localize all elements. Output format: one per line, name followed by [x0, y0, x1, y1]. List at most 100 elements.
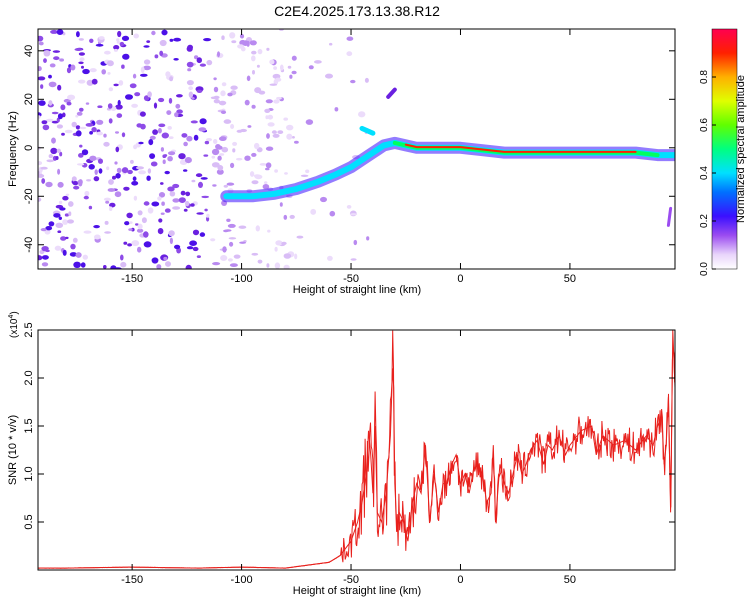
noise-blob	[206, 138, 212, 142]
colorbar-tick-label: 0.2	[699, 214, 710, 228]
noise-blob	[146, 40, 151, 43]
noise-blob	[69, 252, 77, 257]
noise-blob	[41, 178, 46, 184]
snr-y-multiplier: (x104)	[8, 311, 20, 338]
noise-blob	[103, 141, 110, 147]
noise-blob	[167, 156, 173, 162]
noise-blob	[62, 112, 66, 118]
noise-blob	[239, 33, 245, 39]
noise-blob	[164, 208, 171, 213]
noise-blob	[108, 87, 114, 92]
noise-blob	[85, 102, 90, 105]
spectrogram-x-tick-label: -100	[231, 273, 253, 285]
noise-blob	[265, 99, 273, 104]
noise-blob	[57, 113, 63, 120]
noise-blob	[230, 162, 235, 169]
noise-blob	[56, 124, 64, 129]
snr-y-tick-label: 2.0	[23, 370, 35, 385]
noise-blob	[131, 181, 139, 186]
spectrogram-x-tick-label: 50	[564, 273, 576, 285]
noise-blob	[196, 255, 201, 258]
noise-blob	[305, 119, 314, 125]
noise-blob	[240, 128, 247, 133]
noise-blob	[58, 200, 63, 204]
snr-y-axis-label: SNR (10 * v/v)	[7, 415, 19, 485]
noise-blob	[57, 181, 64, 188]
noise-blob	[186, 46, 193, 52]
noise-blob	[73, 261, 81, 268]
noise-blob	[329, 210, 336, 217]
noise-blob	[238, 225, 247, 229]
noise-blob	[199, 118, 207, 125]
noise-blob	[66, 101, 72, 106]
noise-blob	[246, 40, 250, 47]
noise-blob	[283, 117, 289, 121]
noise-blob	[104, 220, 109, 225]
noise-blob	[172, 183, 180, 189]
noise-blob	[89, 38, 94, 43]
noise-blob	[211, 155, 216, 159]
noise-blob	[161, 29, 168, 36]
noise-blob	[84, 190, 90, 197]
noise-blob	[135, 223, 139, 226]
noise-blob	[286, 124, 294, 131]
noise-blob	[120, 254, 124, 261]
noise-blob	[41, 255, 49, 260]
noise-blob	[222, 246, 227, 253]
noise-blob	[172, 206, 181, 210]
snr-multiplier-base: (x10	[9, 318, 20, 338]
noise-blob	[281, 241, 287, 245]
noise-blob	[174, 244, 181, 250]
noise-blob	[327, 255, 333, 261]
echo-blob	[359, 125, 376, 136]
noise-blob	[88, 205, 93, 210]
noise-blob	[284, 172, 288, 175]
noise-blob	[210, 238, 216, 242]
noise-blob	[167, 126, 172, 130]
noise-blob	[48, 81, 57, 88]
noise-blob	[120, 261, 127, 268]
noise-blob	[51, 111, 59, 115]
snr-ticks: -150 -100 -50 0 50 0.5 1.0 1.5 2.0 2.5	[23, 322, 675, 586]
noise-blob	[42, 124, 50, 131]
noise-blob	[296, 235, 304, 239]
noise-blob	[66, 67, 72, 74]
noise-blob	[129, 221, 133, 224]
noise-blob	[204, 140, 210, 145]
noise-blob	[75, 125, 81, 130]
noise-blob	[151, 257, 159, 264]
noise-blob	[255, 225, 260, 232]
snr-y-tick-label: 2.5	[23, 322, 35, 337]
snr-x-axis-label: Height of straight line (km)	[293, 585, 421, 597]
noise-blob	[227, 258, 233, 262]
noise-blob	[136, 123, 143, 128]
noise-blob	[147, 91, 152, 98]
noise-blob	[265, 162, 272, 169]
noise-blob	[168, 97, 173, 104]
noise-blob	[249, 40, 257, 46]
noise-blob	[148, 139, 154, 146]
noise-blob	[192, 246, 199, 252]
noise-blob	[199, 232, 206, 237]
snr-y-tick-label: 1.0	[23, 466, 35, 481]
noise-blob	[213, 139, 218, 144]
snr-panel: -150 -100 -50 0 50 0.5 1.0 1.5 2.0 2.5 Height of …	[7, 311, 676, 597]
noise-blob	[213, 77, 217, 81]
noise-blob	[91, 78, 98, 85]
noise-blob	[46, 159, 54, 163]
noise-blob	[81, 149, 89, 156]
noise-blob	[203, 154, 209, 157]
noise-blob	[168, 151, 176, 156]
noise-blob	[194, 55, 199, 60]
spectrogram-heatmap	[38, 29, 675, 269]
noise-blob	[219, 153, 225, 156]
noise-blob	[150, 161, 158, 167]
noise-blob	[273, 66, 277, 70]
noise-blob	[277, 130, 284, 135]
noise-blob	[54, 245, 62, 251]
noise-blob	[195, 173, 203, 178]
noise-blob	[113, 45, 120, 50]
noise-blob	[201, 195, 209, 199]
noise-blob	[103, 265, 107, 269]
noise-blob	[364, 77, 369, 83]
